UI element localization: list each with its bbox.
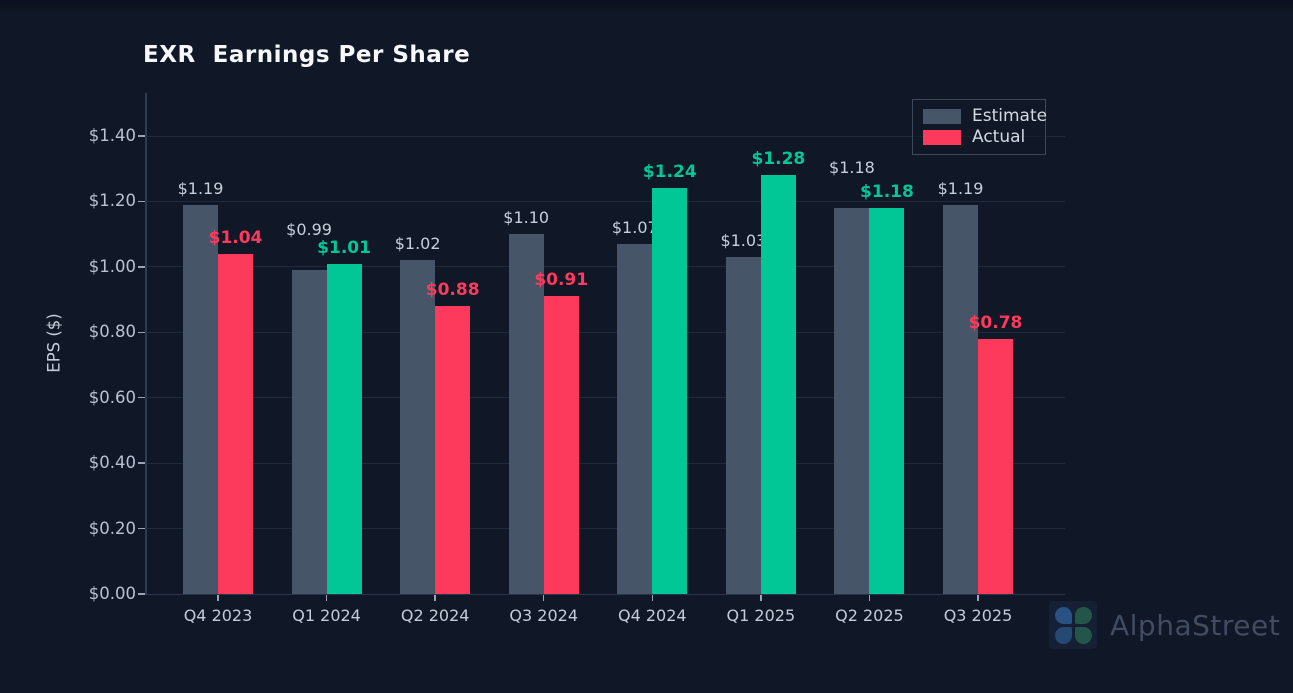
estimate-bar <box>725 257 761 594</box>
estimate-value-label: $1.03 <box>720 231 767 251</box>
estimate-bar <box>183 204 218 594</box>
legend-item-estimate: Estimate <box>923 108 1047 125</box>
gridline <box>146 331 1065 333</box>
estimate-value-label: $1.19 <box>177 178 224 198</box>
x-axis-label: Q2 2024 <box>400 606 470 625</box>
gridline <box>146 593 1065 595</box>
legend-item-actual: Actual <box>923 129 1035 146</box>
x-axis-tick <box>325 595 328 601</box>
y-axis-tick <box>138 593 145 595</box>
y-axis-tick-label: $0.80 <box>88 322 136 342</box>
actual-value-label: $1.24 <box>642 162 697 183</box>
x-axis-tick <box>977 595 979 601</box>
x-axis-label: Q1 2024 <box>292 606 361 625</box>
actual-swatch <box>923 130 961 145</box>
y-axis-tick <box>138 396 145 399</box>
actual-bar <box>869 207 905 594</box>
chart-title: EXR Earnings Per Share <box>143 42 471 68</box>
gridline <box>146 462 1065 464</box>
actual-bar <box>543 296 579 594</box>
gridline <box>146 135 1065 137</box>
estimate-bar <box>400 260 436 594</box>
actual-value-label: $1.01 <box>317 237 371 258</box>
estimate-value-label: $1.18 <box>829 157 875 177</box>
gridline <box>146 200 1065 202</box>
estimate-bar <box>942 204 978 594</box>
estimate-value-label: $1.02 <box>394 234 441 254</box>
y-axis-tick <box>138 135 145 137</box>
y-axis-line <box>145 93 147 595</box>
y-axis-tick <box>138 200 145 203</box>
y-axis-tick-label: $0.00 <box>88 584 136 603</box>
actual-value-label: $0.78 <box>968 312 1023 333</box>
y-axis-tick <box>138 266 145 268</box>
y-axis-tick-label: $0.60 <box>88 387 136 407</box>
legend-label-estimate: Estimate <box>972 106 1048 126</box>
estimate-bar <box>834 207 870 594</box>
actual-bar <box>977 338 1013 594</box>
estimate-bar <box>617 243 653 594</box>
y-axis-tick-label: $0.20 <box>88 518 136 538</box>
actual-bar <box>760 175 796 594</box>
y-axis-tick-label: $1.00 <box>88 256 136 276</box>
y-axis-tick <box>138 527 145 530</box>
x-axis-label: Q2 2025 <box>835 606 904 625</box>
actual-bar <box>218 253 253 594</box>
x-axis-tick <box>651 595 654 601</box>
y-axis-tick-label: $1.40 <box>88 126 136 145</box>
alphastreet-watermark: AlphaStreet <box>1049 601 1280 649</box>
actual-bar <box>652 188 688 594</box>
estimate-value-label: $1.19 <box>937 178 984 198</box>
x-axis-tick <box>868 595 871 601</box>
actual-value-label: $0.91 <box>534 270 589 291</box>
watermark-text: AlphaStreet <box>1110 608 1281 642</box>
y-axis-tick <box>138 331 145 334</box>
estimate-bar <box>291 270 327 594</box>
y-axis-tick <box>138 462 145 464</box>
estimate-swatch <box>923 109 961 124</box>
actual-value-label: $1.18 <box>860 181 914 202</box>
x-axis-tick <box>434 595 436 601</box>
gridline <box>146 397 1065 399</box>
estimate-value-label: $0.99 <box>286 220 332 240</box>
x-axis-label: Q4 2024 <box>617 606 687 625</box>
actual-value-label: $1.04 <box>208 227 263 248</box>
estimate-value-label: $1.10 <box>503 208 550 228</box>
legend-label-actual: Actual <box>972 127 1026 147</box>
actual-value-label: $1.28 <box>751 149 806 170</box>
x-axis-tick <box>760 595 762 601</box>
alphastreet-logo-icon <box>1049 601 1097 649</box>
actual-value-label: $0.88 <box>425 280 480 301</box>
estimate-bar <box>508 234 544 594</box>
x-axis-tick <box>542 595 545 601</box>
y-axis-tick-label: $1.20 <box>88 191 136 211</box>
actual-bar <box>435 306 471 594</box>
x-axis-label: Q3 2025 <box>943 606 1013 625</box>
estimate-value-label: $1.07 <box>611 217 658 237</box>
gridline <box>146 528 1065 530</box>
x-axis-label: Q4 2023 <box>183 606 253 625</box>
actual-bar <box>326 263 362 594</box>
x-axis-tick <box>217 595 219 601</box>
legend: Estimate Actual <box>912 99 1047 155</box>
y-axis-tick-label: $0.40 <box>88 453 136 473</box>
gridline <box>146 266 1065 268</box>
x-axis-label: Q3 2024 <box>509 606 578 625</box>
x-axis-label: Q1 2025 <box>726 606 796 625</box>
